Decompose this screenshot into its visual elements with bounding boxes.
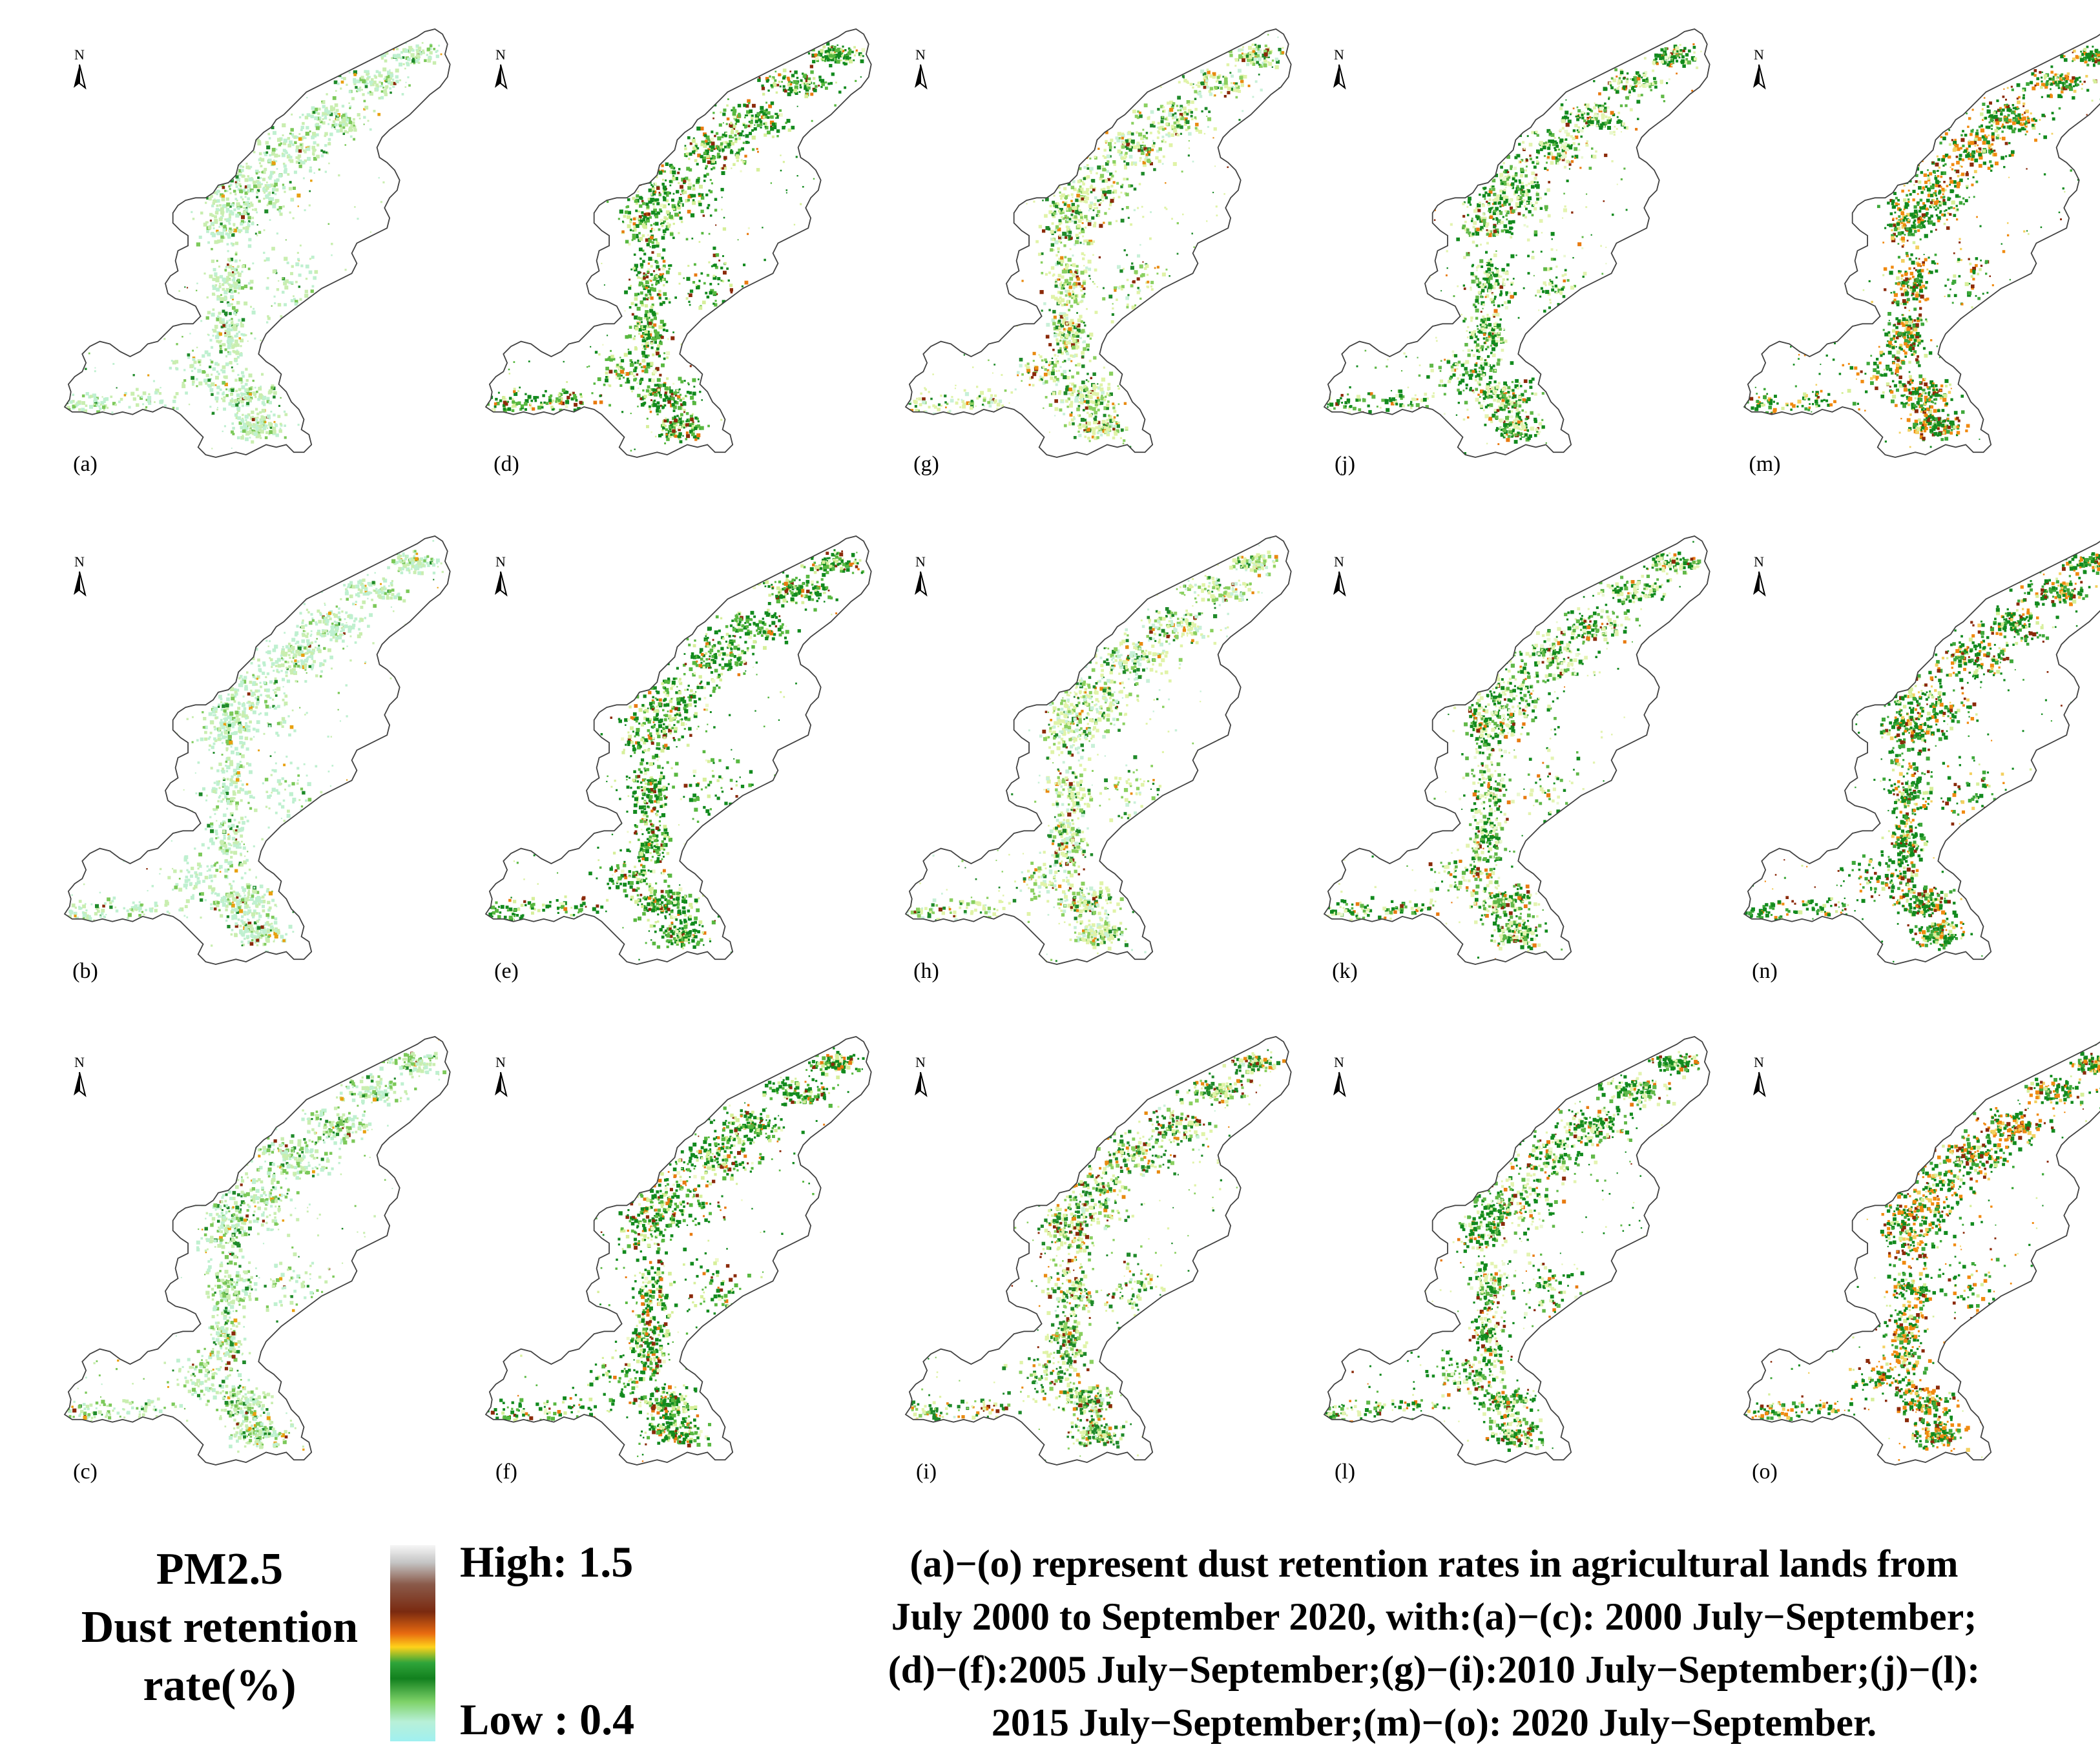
north-label: N	[901, 555, 940, 569]
north-label: N	[481, 1055, 520, 1070]
north-label: N	[60, 555, 99, 569]
caption-line-3: (d)−(f):2005 July−September;(g)−(i):2010…	[795, 1643, 2074, 1696]
north-label: N	[1740, 1055, 1778, 1070]
panel-label-d: (d)	[468, 453, 545, 475]
north-label: N	[901, 1055, 940, 1070]
map-grid: N (a) N (b) N (c) N (d) N (e) N (f) N (g) N (h) N (i) N (j)…	[47, 28, 2100, 1483]
basin-outline	[1324, 535, 1710, 965]
north-arrow-icon	[1752, 571, 1765, 596]
map-panel-a	[64, 28, 451, 458]
north-arrow-icon	[1752, 64, 1765, 88]
map-panel-n	[1743, 535, 2100, 965]
legend-title-line-3: rate(%)	[39, 1657, 400, 1715]
figure-caption: (a)−(o) represent dust retention rates i…	[795, 1537, 2074, 1749]
panel-label-b: (b)	[47, 960, 124, 982]
north-label: N	[481, 48, 520, 62]
map-panel-k	[1324, 535, 1710, 965]
north-label: N	[1320, 555, 1358, 569]
map-panel-d	[485, 28, 872, 458]
panel-label-h: (h)	[888, 960, 965, 982]
north-arrow-icon	[73, 1072, 86, 1096]
north-arrow-icon	[914, 1072, 927, 1096]
north-label: N	[1320, 1055, 1358, 1070]
north-label: N	[60, 1055, 99, 1070]
map-panel-c	[64, 1036, 451, 1466]
map-panel-j	[1324, 28, 1710, 458]
dust-retention-raster	[1324, 31, 1703, 458]
map-panel-f	[485, 1036, 872, 1466]
maps-canvas	[64, 28, 2100, 1466]
basin-outline	[1324, 28, 1710, 458]
dust-retention-raster	[1744, 28, 2100, 454]
legend-colorbar	[390, 1545, 435, 1741]
panel-label-i: (i)	[888, 1461, 965, 1483]
north-arrow-icon	[914, 571, 927, 596]
legend-title-line-1: PM2.5	[39, 1540, 400, 1599]
north-arrow-icon	[1333, 571, 1346, 596]
map-panel-m	[1743, 28, 2100, 458]
map-panel-o	[1743, 1036, 2100, 1466]
map-panel-g	[905, 28, 1292, 458]
north-label: N	[481, 555, 520, 569]
panel-label-g: (g)	[888, 453, 965, 475]
panel-label-l: (l)	[1306, 1461, 1384, 1483]
north-arrow-icon	[494, 64, 507, 88]
panel-label-o: (o)	[1726, 1461, 1804, 1483]
panel-label-f: (f)	[468, 1461, 545, 1483]
map-panel-b	[64, 535, 451, 965]
map-panel-i	[905, 1036, 1292, 1466]
north-label: N	[1740, 555, 1778, 569]
north-arrow-icon	[494, 571, 507, 596]
caption-line-2: July 2000 to September 2020, with:(a)−(c…	[795, 1590, 2074, 1643]
legend-high-label: High: 1.5	[460, 1536, 633, 1588]
north-label: N	[60, 48, 99, 62]
north-label: N	[1320, 48, 1358, 62]
map-panel-e	[485, 535, 872, 965]
legend-low-label: Low : 0.4	[460, 1694, 634, 1745]
legend-title-line-2: Dust retention	[39, 1599, 400, 1657]
north-arrow-icon	[1752, 1072, 1765, 1096]
panel-label-m: (m)	[1726, 453, 1804, 475]
panel-label-a: (a)	[47, 453, 124, 475]
north-label: N	[901, 48, 940, 62]
dust-retention-raster	[486, 1037, 865, 1466]
caption-line-4: 2015 July−September;(m)−(o): 2020 July−S…	[795, 1696, 2074, 1749]
legend-title: PM2.5 Dust retention rate(%)	[39, 1540, 400, 1715]
caption-line-1: (a)−(o) represent dust retention rates i…	[795, 1537, 2074, 1590]
north-arrow-icon	[914, 64, 927, 88]
north-arrow-icon	[73, 64, 86, 88]
north-arrow-icon	[1333, 64, 1346, 88]
north-arrow-icon	[73, 571, 86, 596]
dust-retention-raster	[65, 30, 444, 458]
north-arrow-icon	[1333, 1072, 1346, 1096]
panel-label-n: (n)	[1726, 960, 1804, 982]
map-panel-h	[905, 535, 1292, 965]
north-label: N	[1740, 48, 1778, 62]
map-panel-l	[1324, 1036, 1710, 1466]
panel-label-e: (e)	[468, 960, 545, 982]
north-arrow-icon	[494, 1072, 507, 1096]
panel-label-c: (c)	[47, 1461, 124, 1483]
panel-label-j: (j)	[1306, 453, 1384, 475]
panel-label-k: (k)	[1306, 960, 1384, 982]
